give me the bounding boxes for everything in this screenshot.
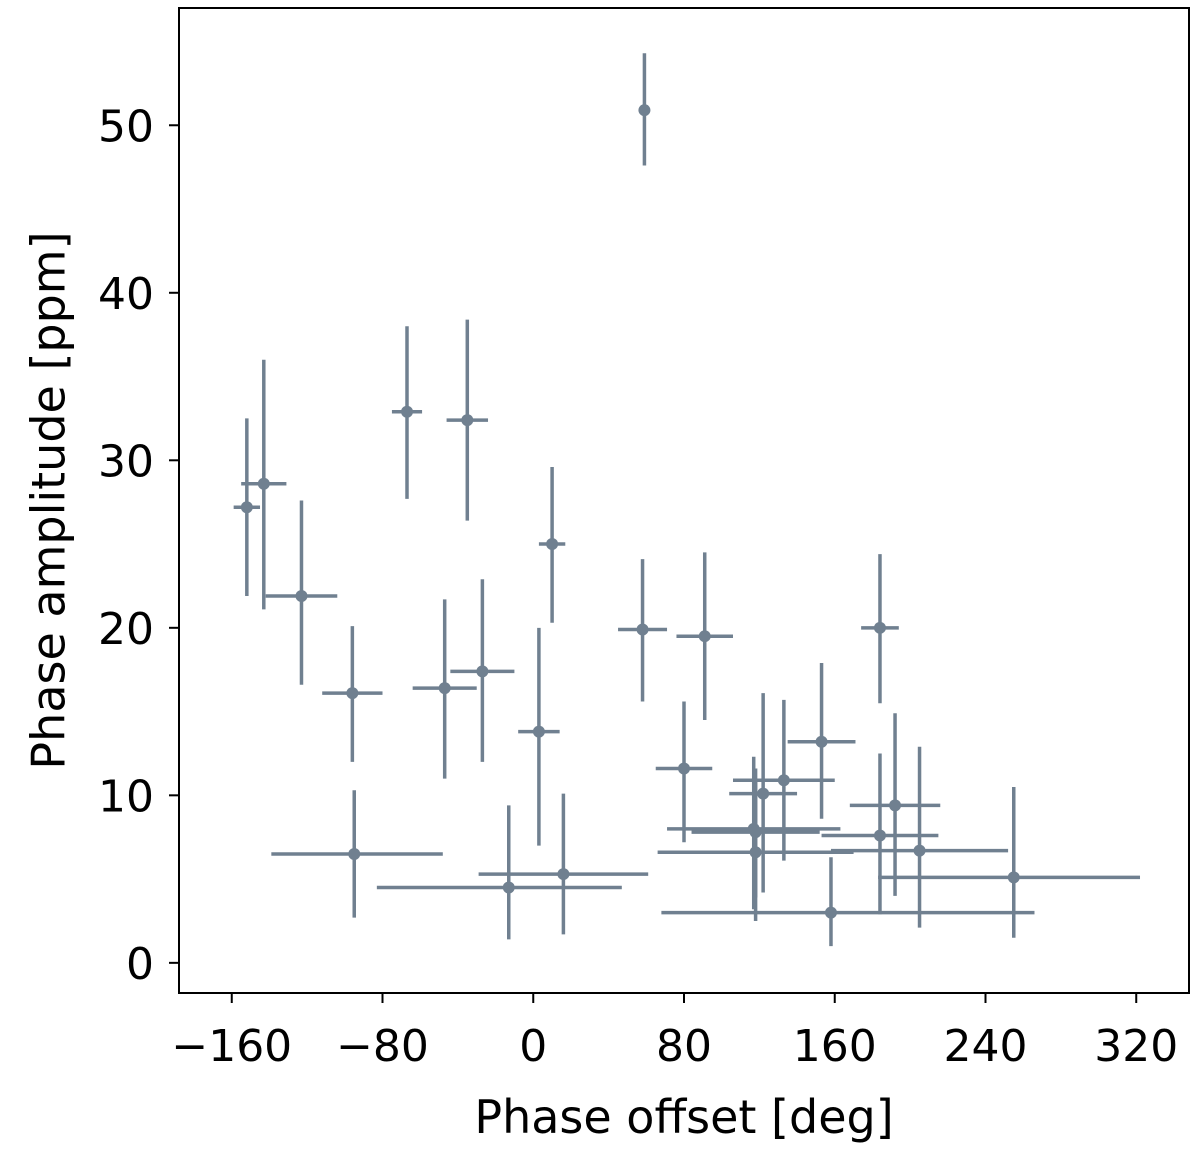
data-point-10 [532, 725, 545, 738]
y-tick-label: 10 [98, 771, 154, 822]
y-tick-label: 20 [98, 604, 154, 655]
data-point-14 [678, 762, 690, 775]
x-tick-label: −160 [171, 1021, 292, 1072]
x-tick-label: 160 [793, 1021, 877, 1072]
data-point-21 [873, 829, 886, 842]
data-point-17 [757, 787, 770, 800]
data-point-22 [749, 846, 762, 859]
x-tick-label: 240 [944, 1021, 1028, 1072]
data-point-12 [698, 630, 711, 643]
data-point-6 [295, 589, 308, 602]
data-point-25 [557, 868, 570, 881]
data-point-15 [815, 735, 828, 748]
x-axis-ticks: −160 −80 0 80 160 240 320 [171, 993, 1178, 1072]
data-point-20 [889, 799, 902, 812]
data-point-3 [240, 501, 253, 514]
data-point-9 [476, 665, 489, 678]
y-axis-ticks: 0 10 20 30 40 50 [98, 101, 179, 990]
x-tick-label: −80 [336, 1021, 429, 1072]
data-point-13 [873, 621, 886, 634]
data-point-26 [502, 881, 515, 894]
data-point-8 [438, 682, 451, 695]
y-tick-label: 30 [98, 436, 154, 487]
data-point-11 [636, 623, 649, 636]
data-points [240, 104, 1020, 919]
data-point-16 [777, 774, 790, 787]
data-point-19 [749, 826, 762, 839]
x-tick-label: 320 [1094, 1021, 1178, 1072]
y-axis-label: Phase amplitude [ppm] [22, 231, 76, 769]
x-tick-label: 80 [656, 1021, 712, 1072]
plot-frame [178, 7, 1190, 994]
data-point-4 [257, 477, 270, 490]
x-tick-label: 0 [519, 1021, 547, 1072]
data-point-27 [1007, 871, 1020, 884]
data-point-28 [824, 906, 837, 919]
data-point-1 [401, 405, 414, 418]
x-axis-label: Phase offset [deg] [474, 1090, 893, 1144]
data-point-5 [546, 538, 559, 551]
data-point-7 [346, 687, 359, 700]
y-tick-label: 50 [98, 101, 154, 152]
data-point-2 [461, 414, 474, 427]
data-point-0 [638, 104, 651, 117]
data-point-24 [348, 847, 361, 860]
y-tick-label: 0 [126, 939, 154, 990]
data-point-23 [913, 844, 926, 857]
y-tick-label: 40 [98, 269, 154, 320]
error-bars [233, 53, 1141, 947]
